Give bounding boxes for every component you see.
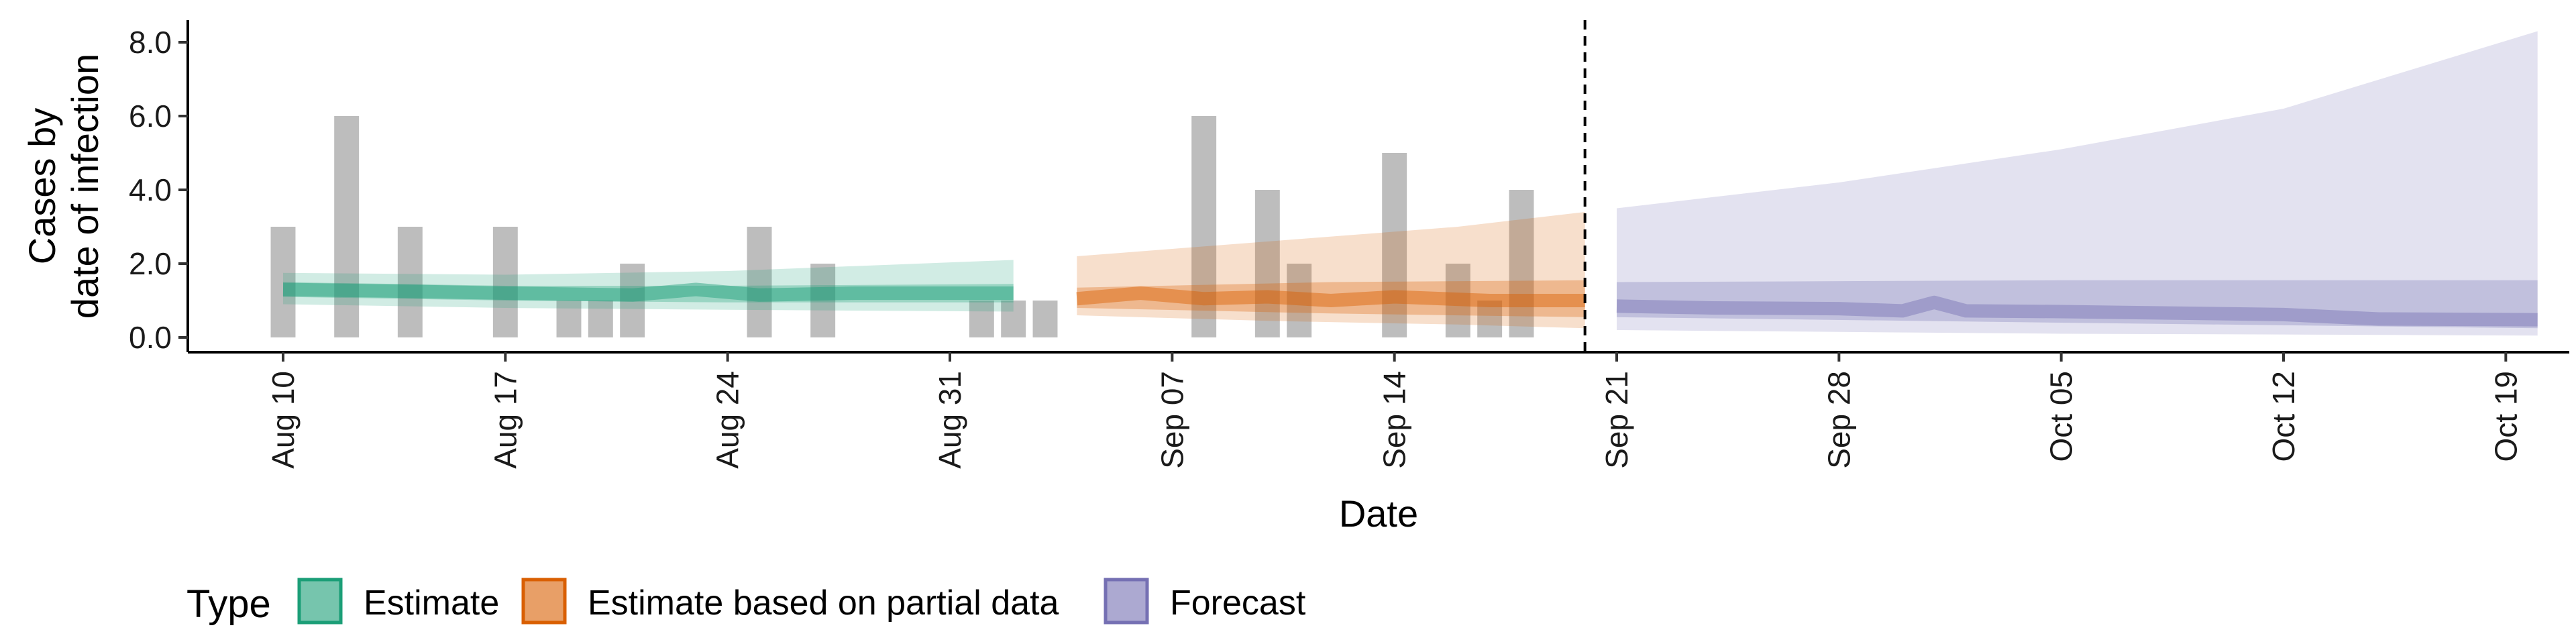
case-bar [620,264,645,337]
x-tick-label: Oct 12 [2266,371,2301,462]
legend-swatch [1104,578,1149,625]
estimate-bands [283,31,2538,336]
y-tick-label: 0.0 [129,320,172,355]
x-tick-label: Sep 21 [1599,371,1634,469]
legend-swatch [521,578,567,625]
y-tick-label: 8.0 [129,25,172,60]
legend-title: Type [186,582,271,626]
case-bar [747,227,772,337]
estimate-based-on-partial-data-median-line [1076,286,1585,307]
x-tick-label: Aug 31 [932,371,967,469]
case-bar [1382,153,1407,337]
y-axis-ticks: 0.0 2.0 4.0 6.0 8.0 [129,25,188,355]
x-axis-title: Date [1339,492,1418,535]
forecast-inner-band [1617,280,2538,329]
x-axis-ticks: Aug 10 Aug 17 Aug 24 Aug 31 Sep 07 Sep 14 Sep … [266,352,2523,469]
estimate-median-line [282,282,1014,302]
estimate-outer-band [283,260,1014,312]
case-bar [270,227,296,337]
x-tick-label: Sep 28 [1821,371,1856,469]
estimate-based-on-partial-data-inner-band [1077,280,1585,317]
case-bar [1032,301,1058,337]
x-tick-label: Oct 05 [2044,371,2079,462]
x-tick-label: Oct 19 [2488,371,2523,462]
estimate-based-on-partial-data-outer-band [1077,212,1585,329]
forecast-outer-band [1617,31,2538,336]
forecast-median-line [1616,295,2538,327]
case-bar [1509,190,1534,337]
case-bar [969,301,994,337]
y-tick-label: 4.0 [129,172,172,207]
x-tick-label: Sep 14 [1377,371,1412,469]
legend-swatch [297,578,343,625]
case-bar [397,227,423,337]
case-bar [588,301,613,337]
x-tick-label: Aug 24 [710,371,745,469]
estimate-inner-band [283,282,1014,303]
case-bar [1445,264,1470,337]
legend-label: Estimate based on partial data [588,584,1059,623]
observed-cases-bars [270,116,1534,337]
y-axis-title-line-2: date of infection [64,54,106,319]
case-bar [492,227,518,337]
axes [186,20,2569,354]
y-axis-title-line-1: Cases by [21,108,63,264]
legend-label: Forecast [1170,584,1306,623]
case-bar [1477,301,1503,337]
case-bar [1191,116,1217,337]
case-bar [556,301,582,337]
x-tick-label: Aug 17 [488,371,523,469]
x-tick-label: Aug 10 [266,371,301,469]
case-bar [1254,190,1280,337]
case-bar [1001,301,1026,337]
y-axis-title: Cases by date of infection [21,54,106,319]
median-lines [282,282,2538,327]
case-bar [334,116,360,337]
legend: Type Estimate Estimate based on partial d… [186,578,1306,626]
y-tick-label: 6.0 [129,99,172,133]
legend-label: Estimate [364,584,499,623]
case-bar [1287,264,1312,337]
x-tick-label: Sep 07 [1155,371,1189,469]
y-tick-label: 2.0 [129,246,172,281]
case-bar [810,264,836,337]
